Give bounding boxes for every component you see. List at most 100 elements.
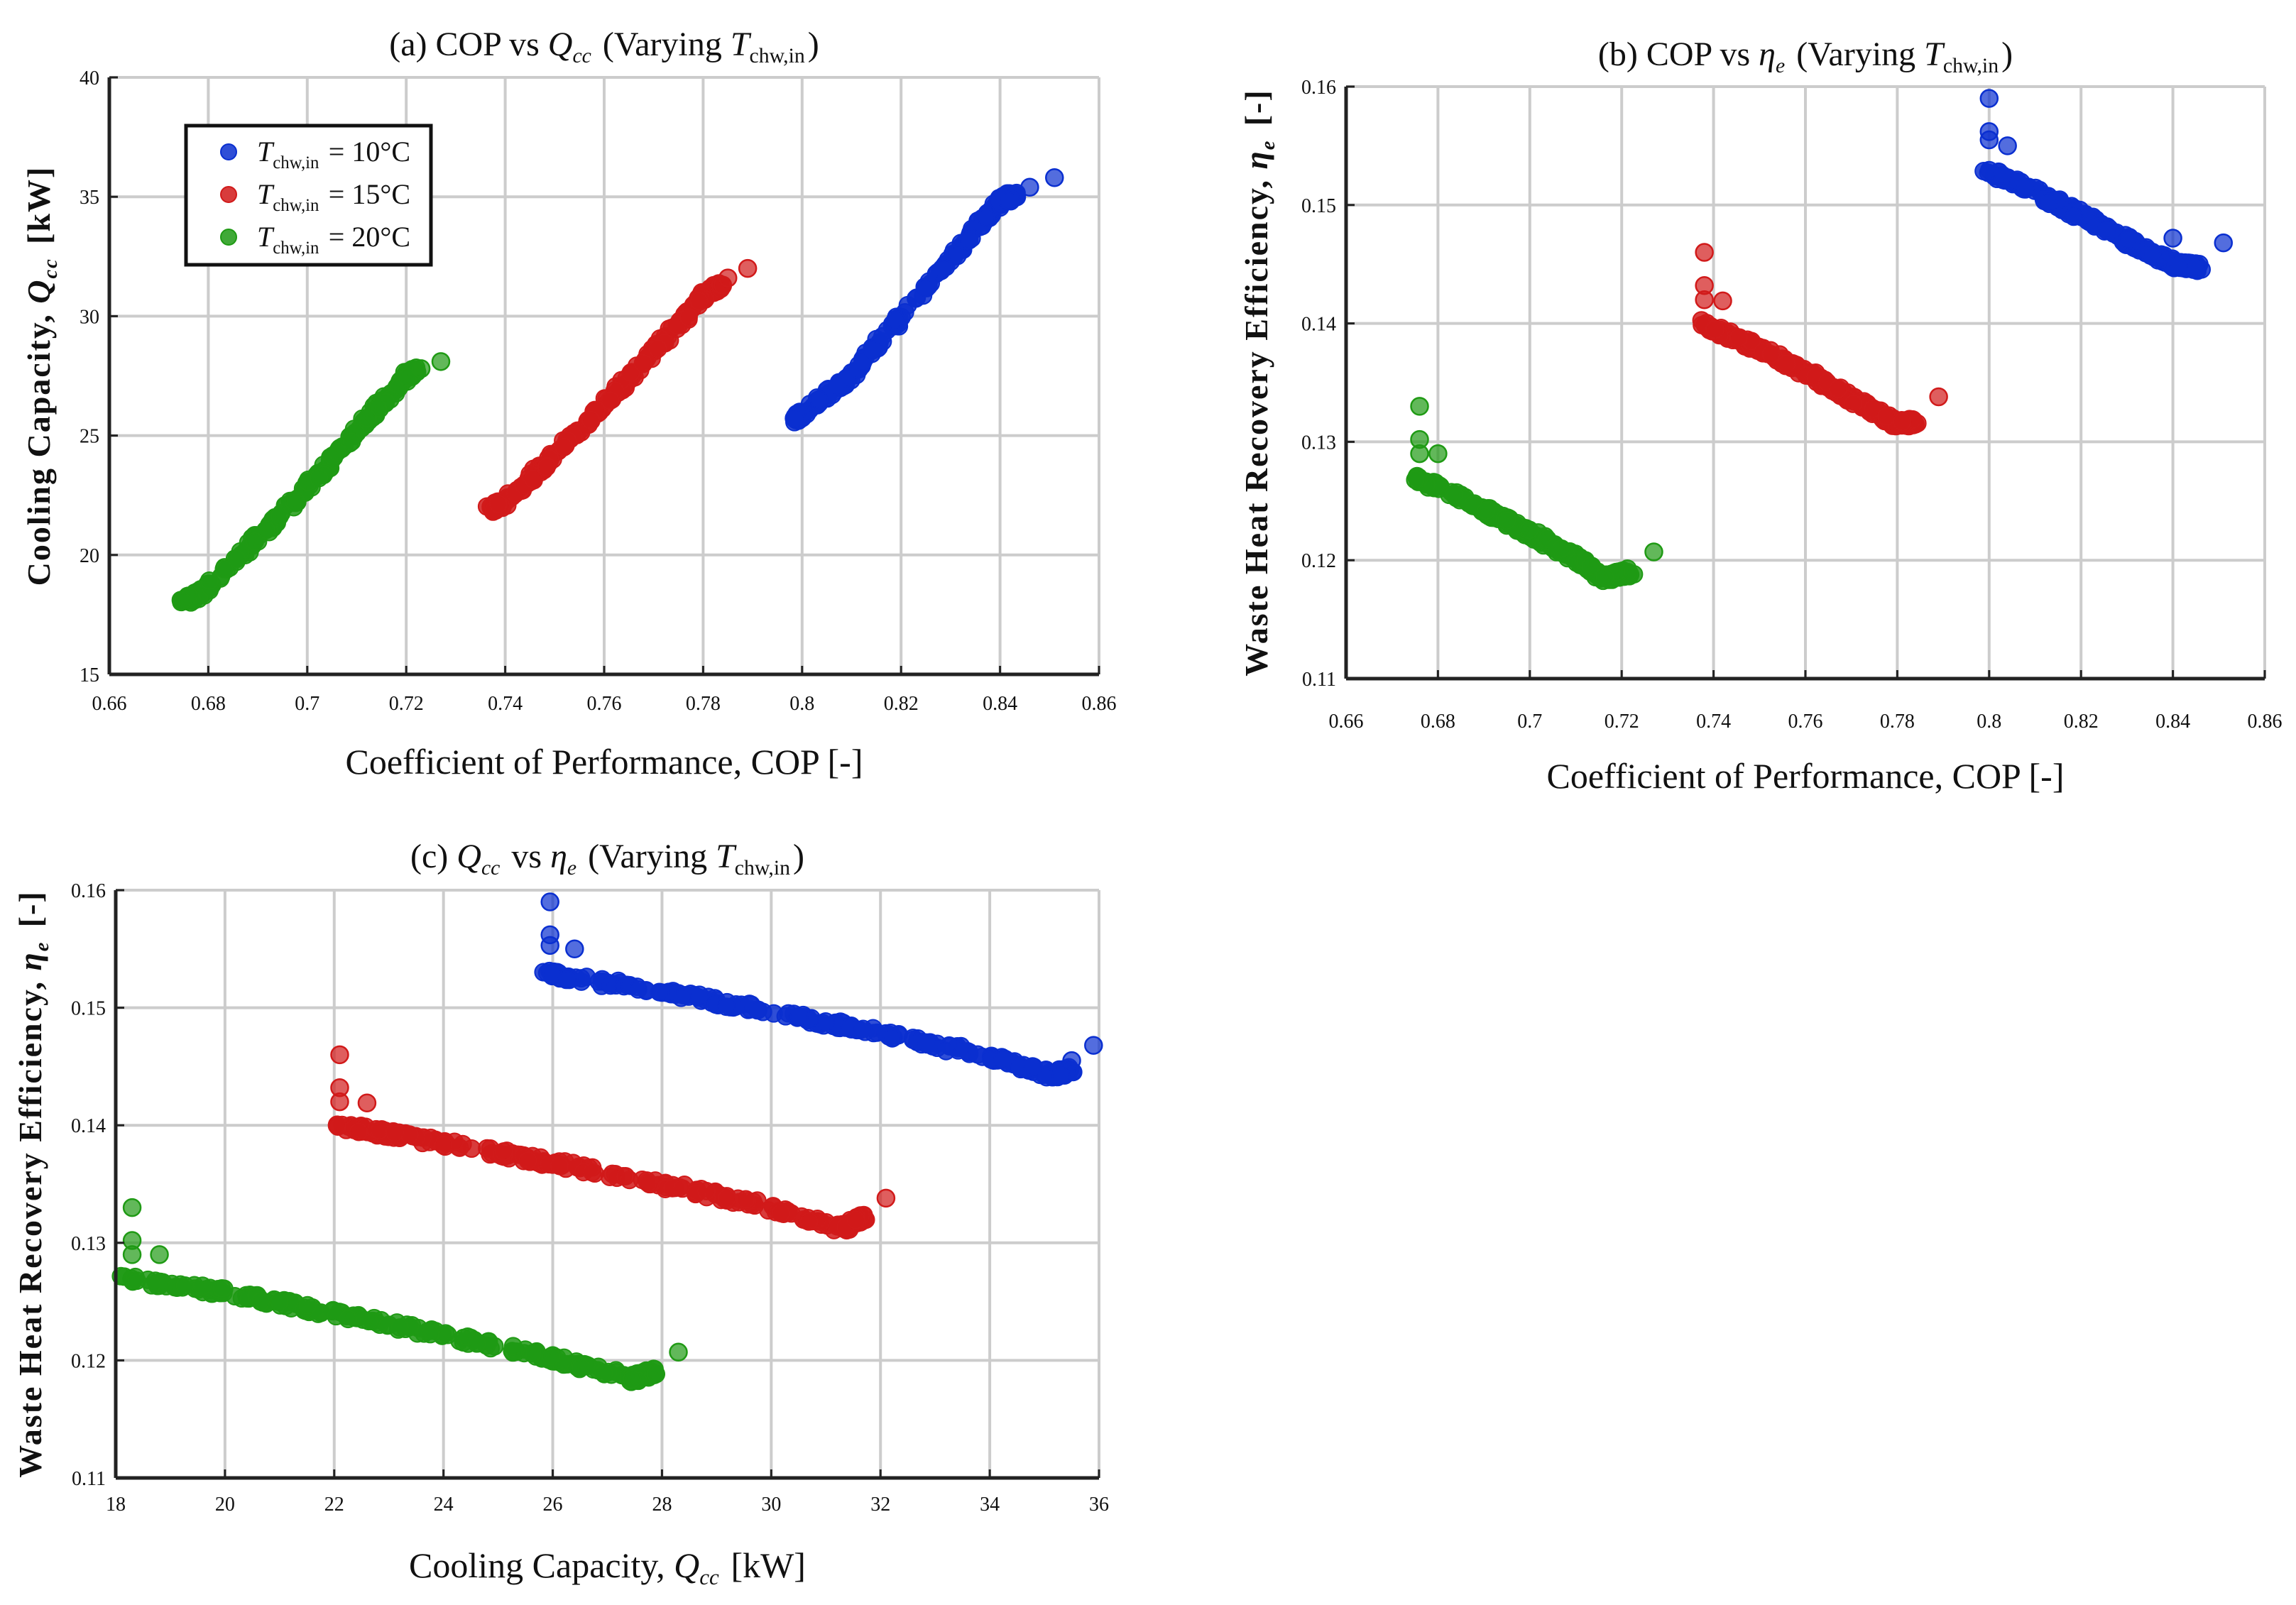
data-point xyxy=(621,363,640,383)
x-tick-label: 0.68 xyxy=(191,693,226,715)
data-point xyxy=(494,1142,513,1161)
legend-entry: Tchw,in = 20°C xyxy=(257,221,410,258)
x-tick-label: 0.8 xyxy=(789,693,814,715)
x-tick-label: 0.84 xyxy=(2155,711,2190,733)
data-point xyxy=(581,410,601,429)
data-point xyxy=(690,985,709,1004)
data-point xyxy=(717,997,736,1017)
x-tick-label: 22 xyxy=(324,1494,344,1516)
data-point xyxy=(1051,1066,1071,1085)
x-tick-label: 24 xyxy=(434,1494,454,1516)
data-point xyxy=(594,1363,613,1382)
data-point xyxy=(251,1292,270,1311)
x-tick-label: 18 xyxy=(106,1494,126,1516)
data-point xyxy=(398,368,417,387)
data-point xyxy=(1477,501,1496,520)
x-tick-label: 0.72 xyxy=(389,693,424,715)
x-axis-label: Cooling Capacity, Qcc [kW] xyxy=(409,1545,806,1589)
data-point xyxy=(650,982,669,1002)
x-tick-label: 0.66 xyxy=(1329,711,1364,733)
data-point xyxy=(2097,219,2116,239)
data-point xyxy=(1844,394,1863,413)
chart-title: (a) COP vs Qcc (Varying Tchw,in ) xyxy=(389,26,819,67)
data-point-outlier xyxy=(2163,229,2182,248)
series-c-0 xyxy=(534,892,1103,1087)
data-point xyxy=(342,432,361,451)
chart-panel-a: 0.66 0.68 0.7 0.72 0.74 0.76 0.78 0.8 0.82 0.84 0.… xyxy=(21,26,1117,782)
y-tick-label: 0.14 xyxy=(1301,314,1336,336)
series-b-1 xyxy=(1692,243,1948,436)
data-point-outlier xyxy=(431,352,451,371)
data-point xyxy=(310,469,329,488)
data-point xyxy=(1552,539,1571,558)
data-point-outlier xyxy=(1979,130,1999,150)
data-point xyxy=(936,1041,956,1061)
data-point xyxy=(2169,256,2188,275)
chart-title: (c) Qcc vs ηe (Varying Tchw,in ) xyxy=(410,838,804,880)
data-point xyxy=(199,571,219,590)
y-tick-label: 0.13 xyxy=(71,1233,106,1255)
data-point xyxy=(846,1210,865,1229)
x-axis-label: Coefficient of Performance, COP [-] xyxy=(1547,756,2065,796)
data-point xyxy=(2016,177,2035,196)
x-tick-label: 26 xyxy=(543,1494,563,1516)
y-axis-label: Cooling Capacity, Qcc [kW] xyxy=(21,166,62,586)
data-point xyxy=(620,1171,639,1190)
data-point xyxy=(977,208,996,227)
series-a-0 xyxy=(785,168,1064,432)
x-tick-label: 20 xyxy=(215,1494,235,1516)
data-point xyxy=(948,246,967,265)
data-point xyxy=(421,1325,440,1344)
data-point xyxy=(370,1121,389,1140)
data-point xyxy=(385,1123,404,1142)
data-point xyxy=(583,1163,602,1182)
series-a-2 xyxy=(171,352,451,612)
data-point xyxy=(1000,191,1019,210)
data-point xyxy=(1777,354,1796,373)
data-point-outlier xyxy=(1713,291,1732,311)
series-c-2 xyxy=(111,1198,688,1391)
data-point-outlier xyxy=(357,1093,377,1112)
data-point xyxy=(1444,485,1463,504)
y-tick-label: 15 xyxy=(80,664,99,686)
series-b-2 xyxy=(1406,397,1663,591)
y-axis-label: Waste Heat Recovery Efficiency, ηe [-] xyxy=(12,890,53,1477)
x-tick-label: 28 xyxy=(652,1494,672,1516)
legend-entry: Tchw,in = 15°C xyxy=(257,178,410,215)
legend-marker xyxy=(220,229,237,246)
series-b-0 xyxy=(1974,89,2234,280)
data-point xyxy=(2064,207,2083,226)
data-point xyxy=(917,1034,936,1053)
x-tick-label: 0.86 xyxy=(1082,693,1117,715)
data-point xyxy=(863,340,882,359)
data-point xyxy=(339,1310,358,1329)
data-point xyxy=(359,1312,378,1331)
x-tick-label: 0.7 xyxy=(295,693,319,715)
data-point-outlier xyxy=(876,1188,896,1208)
data-point xyxy=(932,260,951,279)
x-tick-label: 0.74 xyxy=(1696,711,1731,733)
data-point-outlier xyxy=(1020,177,1039,197)
x-tick-label: 32 xyxy=(870,1494,890,1516)
data-point-outlier xyxy=(1062,1051,1081,1070)
data-point xyxy=(748,1001,767,1020)
data-point xyxy=(2143,245,2162,264)
series-a-1 xyxy=(477,258,758,521)
data-point xyxy=(1761,345,1781,364)
data-point-outlier xyxy=(540,892,559,911)
y-tick-label: 30 xyxy=(80,306,99,328)
data-point xyxy=(467,1334,486,1353)
data-point xyxy=(2119,230,2138,249)
chart-panel-b: 0.66 0.68 0.7 0.72 0.74 0.76 0.78 0.8 0.82 0.84 0.… xyxy=(1238,35,2283,796)
data-point xyxy=(1595,567,1614,586)
x-tick-label: 0.72 xyxy=(1605,711,1639,733)
x-tick-label: 0.8 xyxy=(1977,711,2001,733)
y-tick-label: 0.16 xyxy=(71,880,106,902)
data-point xyxy=(357,408,376,427)
data-point xyxy=(853,1019,873,1039)
legend-marker xyxy=(220,143,237,160)
y-tick-label: 0.11 xyxy=(1302,669,1336,691)
data-point-outlier xyxy=(718,268,738,287)
data-point xyxy=(327,1115,346,1134)
